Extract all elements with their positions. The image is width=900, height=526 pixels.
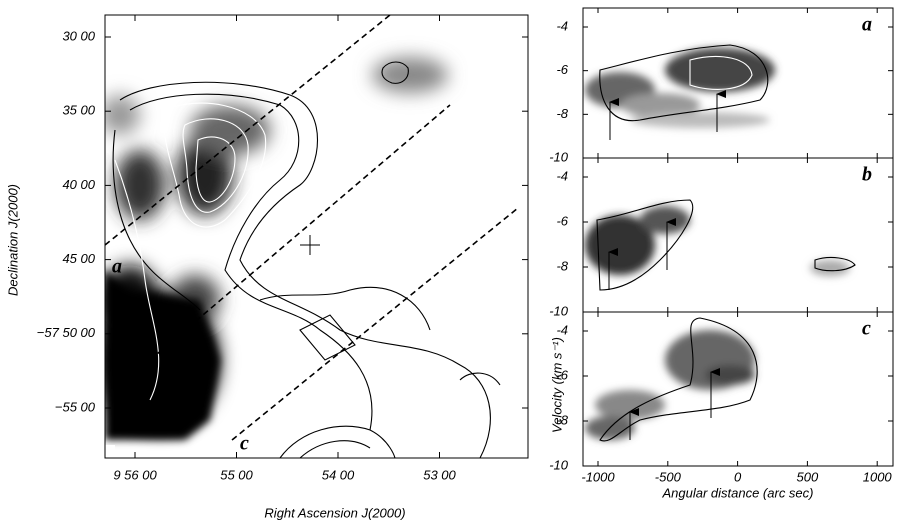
- y-tick-label: 30 00: [62, 28, 95, 43]
- pv-image: [585, 199, 856, 291]
- y-tick-label: -4: [556, 168, 568, 183]
- y-tick-label: -6: [556, 367, 568, 382]
- y-tick-label: -8: [556, 258, 568, 273]
- strip-label: c: [240, 433, 249, 455]
- x-tick-label: 53 00: [423, 467, 456, 482]
- x-tick-label: -1000: [581, 469, 615, 484]
- strip-label: a: [112, 256, 122, 278]
- y-tick-label: -10: [549, 303, 569, 318]
- y-tick-label: 40 00: [62, 177, 95, 192]
- x-tick-label: 500: [797, 469, 819, 484]
- x-tick-label: -500: [655, 469, 682, 484]
- y-tick-label: 45 00: [62, 251, 95, 266]
- x-axis-label: Angular distance (arc sec): [661, 485, 813, 500]
- y-tick-label: −55 00: [55, 399, 96, 414]
- y-tick-label: -8: [556, 106, 568, 121]
- y-tick-label: -6: [556, 62, 568, 77]
- y-axis-label: Velocity (km s⁻¹): [549, 337, 564, 433]
- y-tick-label: -10: [549, 457, 569, 472]
- x-tick-label: 54 00: [322, 467, 355, 482]
- pv-frame: [582, 311, 894, 467]
- strip-label: b: [178, 338, 188, 360]
- panel-label: a: [862, 14, 872, 36]
- x-tick-label: 9 56 00: [113, 467, 157, 482]
- map-image: [105, 15, 519, 458]
- x-tick-label: 0: [734, 469, 742, 484]
- panel-label: b: [862, 164, 872, 186]
- y-tick-label: -4: [556, 18, 568, 33]
- y-tick-label: -6: [556, 213, 568, 228]
- pv-image: [585, 44, 775, 128]
- map-frame: [104, 14, 529, 459]
- x-axis-label: Right Ascension J(2000): [264, 505, 405, 520]
- x-tick-label: 55 00: [220, 467, 253, 482]
- y-tick-label: -8: [556, 412, 568, 427]
- pv-image: [585, 317, 758, 442]
- y-tick-label: −57 50 00: [37, 325, 96, 340]
- y-tick-label: 35 00: [62, 103, 95, 118]
- x-tick-label: 1000: [863, 469, 893, 484]
- pv-arrows: [608, 90, 726, 440]
- y-tick-label: -4: [556, 322, 568, 337]
- y-tick-label: -10: [549, 149, 569, 164]
- y-axis-label: Declination J(2000): [5, 184, 20, 296]
- panel-label: c: [862, 318, 871, 340]
